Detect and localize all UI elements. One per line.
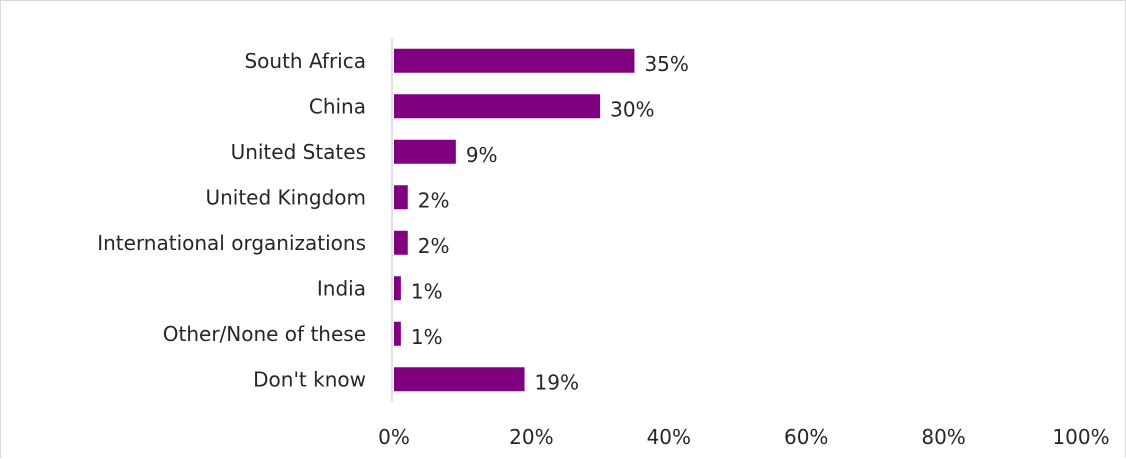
value-label: 19% <box>535 370 579 394</box>
category-label: China <box>309 94 366 118</box>
bar <box>394 230 408 255</box>
value-label: 1% <box>411 279 443 303</box>
bar <box>394 185 408 210</box>
category-label: South Africa <box>244 49 366 73</box>
bar <box>394 276 401 301</box>
value-label: 35% <box>644 52 688 76</box>
category-label: Don't know <box>253 367 366 391</box>
bar <box>394 321 401 346</box>
bar <box>394 367 525 392</box>
value-label: 9% <box>466 143 498 167</box>
x-axis-tick-labels: 0% 20% 40% 60% 80% 100% <box>378 425 1109 449</box>
value-label: 2% <box>418 188 450 212</box>
category-label: India <box>317 276 366 300</box>
value-label: 1% <box>411 325 443 349</box>
category-label: International organizations <box>97 231 366 255</box>
bar <box>394 139 456 164</box>
value-label: 30% <box>610 97 654 121</box>
x-tick-label: 80% <box>921 425 965 449</box>
x-tick-label: 40% <box>647 425 691 449</box>
value-label: 2% <box>418 234 450 258</box>
x-tick-label: 100% <box>1052 425 1109 449</box>
x-tick-label: 20% <box>509 425 553 449</box>
x-tick-label: 0% <box>378 425 410 449</box>
category-label: Other/None of these <box>163 322 366 346</box>
bar <box>394 94 601 119</box>
bars <box>394 48 635 392</box>
value-labels: 35% 30% 9% 2% 2% 1% 1% 19% <box>411 52 689 395</box>
category-label: United States <box>231 140 366 164</box>
category-labels: South Africa China United States United Kin… <box>97 49 366 392</box>
category-label: United Kingdom <box>205 185 366 209</box>
x-tick-label: 60% <box>784 425 828 449</box>
bar <box>394 48 635 73</box>
